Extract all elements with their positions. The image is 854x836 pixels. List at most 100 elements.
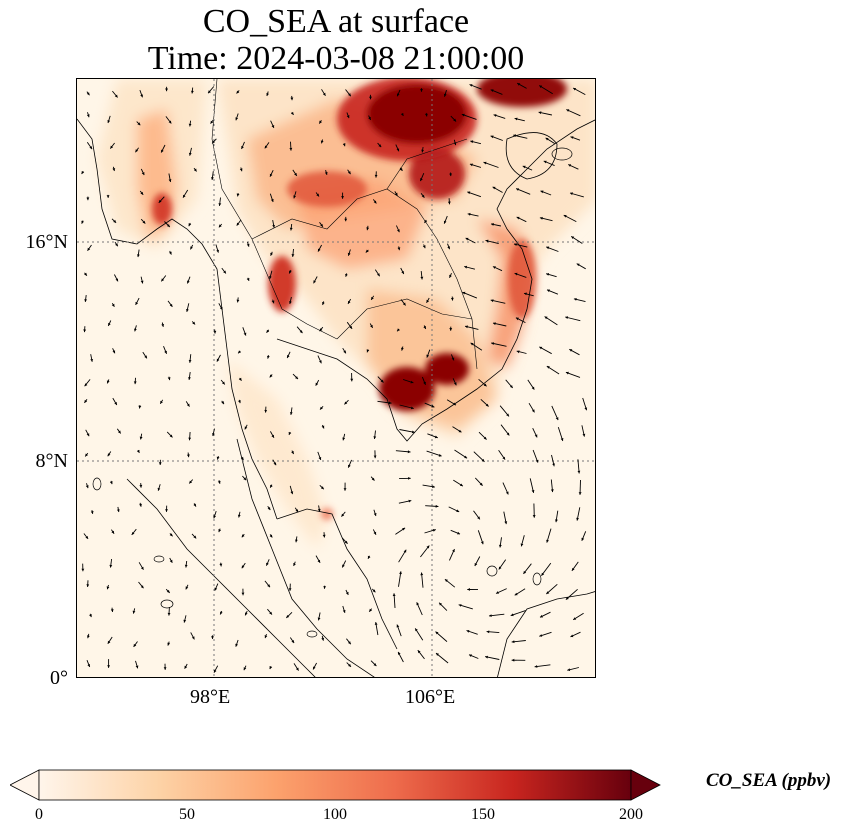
wind-arrow-head xyxy=(108,322,111,326)
gridlines xyxy=(77,79,595,677)
wind-arrow-head xyxy=(513,134,517,137)
colorbar-tick-label: 200 xyxy=(619,806,643,823)
wind-arrow-head xyxy=(236,193,240,197)
wind-arrow-head xyxy=(576,263,580,267)
wind-arrow-head xyxy=(241,534,245,538)
wind-arrow-head xyxy=(216,249,219,253)
wind-arrow-head xyxy=(137,254,140,258)
wind-arrow-head xyxy=(397,93,400,97)
wind-arrow-head xyxy=(269,173,273,177)
wind-arrow-head xyxy=(573,617,577,620)
wind-arrow-head xyxy=(584,407,588,411)
wind-arrow-head xyxy=(243,477,247,481)
wind-arrow-head xyxy=(218,529,222,533)
wind-arrow-head xyxy=(453,382,457,386)
wind-arrow-head xyxy=(186,454,190,458)
wind-arrow-head xyxy=(348,663,351,667)
wind-arrow-head xyxy=(186,309,189,312)
wind-arrow-head xyxy=(110,145,114,149)
wind-arrow-head xyxy=(291,640,295,643)
wind-arrow-head xyxy=(380,379,384,383)
wind-arrow-head xyxy=(546,366,550,369)
wind-arrow-head xyxy=(291,254,295,257)
wind-arrow-head xyxy=(111,530,115,534)
wind-arrow-head xyxy=(290,111,294,115)
wind-arrow-head xyxy=(449,173,452,177)
wind-arrow-head xyxy=(235,117,239,121)
wind-arrow-head xyxy=(193,535,197,539)
wind-arrow-head xyxy=(269,534,273,538)
wind-arrow-head xyxy=(293,563,296,566)
wind-arrow-head xyxy=(345,273,348,277)
wind-arrow-head xyxy=(480,541,484,545)
wind-arrow-head xyxy=(539,634,543,637)
wind-arrow-head xyxy=(539,346,543,350)
wind-arrow-head xyxy=(211,177,214,180)
chart-title: CO_SEA at surface xyxy=(202,3,470,40)
lat-tick-label: 16°N xyxy=(25,231,68,253)
wind-arrow-head xyxy=(421,149,424,153)
wind-arrow-head xyxy=(420,276,424,280)
wind-arrow-head xyxy=(214,587,218,591)
colorbar-extend-max xyxy=(630,769,661,801)
wind-arrow-head xyxy=(516,216,520,220)
wind-arrow-head xyxy=(107,665,110,668)
wind-arrow-head xyxy=(213,669,217,673)
wind-arrow-head xyxy=(344,218,348,222)
wind-arrow-head xyxy=(568,164,572,167)
wind-arrow-head xyxy=(288,588,292,591)
wind-arrow-head xyxy=(139,484,143,488)
wind-arrow-head xyxy=(511,658,515,662)
wind-arrow-head xyxy=(467,588,470,591)
wind-arrow-head xyxy=(342,610,346,613)
wind-arrow-head xyxy=(84,272,87,276)
wind-arrow-head xyxy=(432,529,436,532)
wind-arrow-head xyxy=(523,570,527,574)
wind-arrow-head xyxy=(458,604,462,607)
wind-arrow-head xyxy=(462,291,466,295)
wind-arrow-head xyxy=(90,359,94,362)
wind-arrow-head xyxy=(469,654,472,657)
wind-arrow-head xyxy=(496,591,499,594)
wind-arrow-head xyxy=(139,436,143,440)
wind-arrow-head xyxy=(517,83,521,86)
wind-arrow-head xyxy=(524,292,527,296)
wind-arrow-head xyxy=(366,227,370,231)
wind-arrow-head xyxy=(243,667,247,671)
wind-arrow-head xyxy=(511,640,515,644)
wind-arrow-head xyxy=(470,140,474,144)
wind-arrow-head xyxy=(188,152,192,156)
wind-arrow-head xyxy=(432,485,435,489)
wind-arrow-head xyxy=(532,515,536,518)
wind-arrow-head xyxy=(86,433,90,437)
wind-arrow-head xyxy=(158,199,162,203)
wind-arrow-head xyxy=(396,624,400,628)
wind-arrow-head xyxy=(465,325,468,329)
wind-arrow-head xyxy=(451,357,455,361)
colorbar-gradient xyxy=(10,769,661,801)
wind-arrow-head xyxy=(266,329,270,333)
wind-arrow-head xyxy=(342,564,345,568)
wind-arrow-head xyxy=(434,435,438,439)
wind-arrow-head xyxy=(371,477,375,481)
map-panel[interactable] xyxy=(76,78,596,678)
wind-arrow-head xyxy=(465,237,469,241)
wind-arrow-head xyxy=(466,630,470,633)
wind-arrow-head xyxy=(516,350,520,354)
wind-arrow-head xyxy=(469,84,473,87)
wind-arrow-head xyxy=(408,477,411,480)
wind-arrow-head xyxy=(520,543,524,547)
wind-arrow-head xyxy=(540,614,543,618)
wind-arrow-head xyxy=(416,602,420,606)
wind-arrow-head xyxy=(422,245,426,249)
wind-arrow-head xyxy=(112,350,116,354)
wind-arrow-head xyxy=(192,321,196,325)
wind-arrow-head xyxy=(217,480,221,484)
wind-arrow-head xyxy=(341,513,345,517)
wind-arrow-head xyxy=(271,434,274,438)
wind-arrow-head xyxy=(531,409,535,413)
wind-arrow-head xyxy=(236,222,240,226)
wind-arrow-head xyxy=(291,451,294,454)
wind-arrow-head xyxy=(467,212,471,216)
wind-arrow-head xyxy=(543,160,547,164)
